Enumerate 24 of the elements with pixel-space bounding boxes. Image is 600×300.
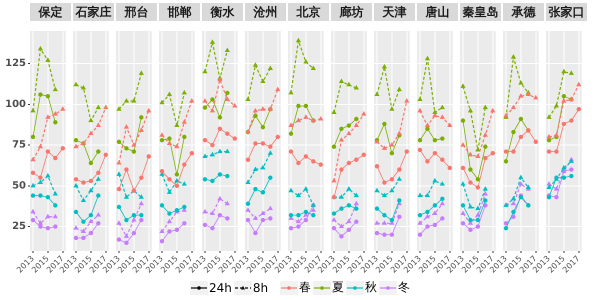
- chart-title: 承德: [503, 3, 544, 21]
- legend-label: 春: [299, 279, 312, 296]
- legend-label: 秋: [365, 279, 378, 296]
- chart-title: 衡水: [202, 3, 243, 21]
- chart-title: 保定: [30, 3, 71, 21]
- chart-title: 廊坊: [331, 3, 372, 21]
- y-tick-label: 100: [5, 98, 26, 110]
- chart-title: 北京: [288, 3, 329, 21]
- y-tick-label: 25: [12, 221, 26, 232]
- legend-label: 夏: [332, 279, 344, 296]
- chart-title: 石家庄: [73, 3, 114, 21]
- legend-label: 冬: [398, 279, 410, 296]
- y-tick-label: 125: [5, 58, 26, 70]
- chart-title: 邯郸: [159, 3, 200, 21]
- text: 24h: [208, 280, 232, 294]
- chart-title: 唐山: [417, 3, 458, 21]
- chart-title: 秦皇岛: [460, 3, 501, 21]
- chart-title: 天津: [374, 3, 415, 21]
- chart-title: 张家口: [546, 3, 587, 21]
- y-tick-label: 50: [12, 180, 26, 192]
- y-tick-label: 75: [12, 140, 26, 151]
- chart-title: 邢台: [116, 3, 157, 21]
- chart-title: 沧州: [245, 3, 286, 21]
- text: 8h: [252, 280, 268, 294]
